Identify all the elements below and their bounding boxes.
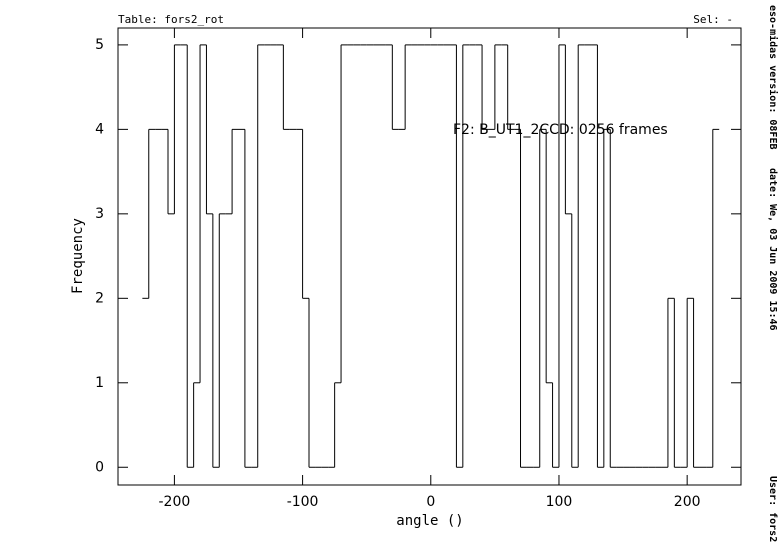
date-text: date: We, 03 Jun 2009 15:46 [767,168,778,331]
x-tick-label: 100 [546,494,573,510]
x-tick-label: 0 [426,494,435,510]
annotation: F2: B_UT1_2CCD: 0256 frames [453,122,668,138]
x-tick-label: -200 [159,494,191,510]
y-tick-label: 3 [95,206,104,222]
version-text: eso-midas version: 08FEB [767,5,779,150]
y-axis-label: Frequency [70,218,86,294]
y-tick-label: 4 [95,121,104,137]
x-tick-label: -100 [287,494,319,510]
user-text: User: fors2 [767,476,778,542]
plot-frame [117,27,742,486]
y-tick-label: 5 [95,37,104,53]
x-axis-label: angle () [396,513,463,529]
y-tick-label: 1 [95,375,104,391]
y-tick-label: 2 [95,290,104,306]
table-label: Table: fors2_rot [118,13,224,26]
x-tick-label: 200 [674,494,701,510]
selection-label: Sel: - [693,13,733,26]
y-tick-label: 0 [95,459,104,475]
